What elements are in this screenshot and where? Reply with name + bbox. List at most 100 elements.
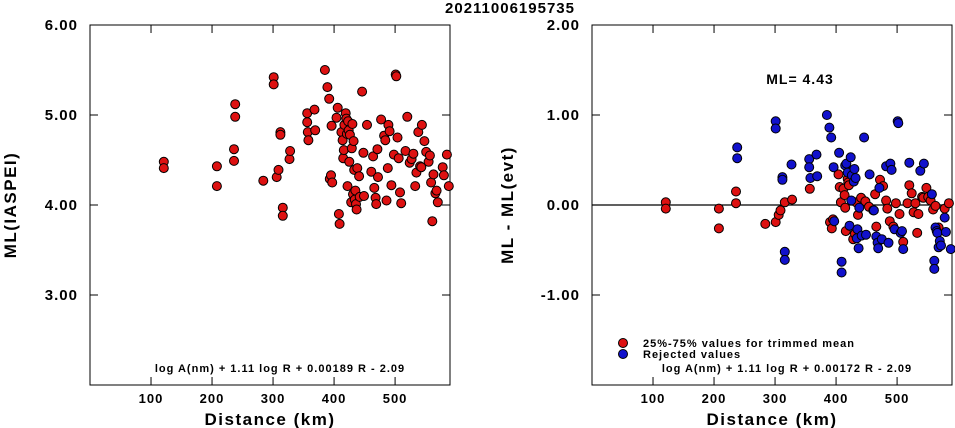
right-data-point bbox=[881, 195, 892, 206]
left-data-point bbox=[277, 210, 288, 221]
left-data-point bbox=[428, 169, 439, 180]
right-rejected-data-point bbox=[861, 229, 871, 240]
right-rejected-data-point bbox=[904, 157, 915, 168]
left-data-point bbox=[324, 93, 335, 104]
right-rejected-data-point bbox=[845, 152, 856, 163]
left-data-point bbox=[419, 136, 430, 147]
right-y-tick-label: 1.00 bbox=[547, 107, 580, 124]
left-data-point bbox=[332, 102, 343, 113]
right-rejected-data-point bbox=[804, 162, 815, 173]
right-rejected-data-point bbox=[926, 189, 937, 200]
right-data-point bbox=[731, 186, 741, 197]
right-data-point bbox=[731, 198, 741, 209]
right-data-point bbox=[913, 209, 924, 219]
left-x-tick-label: 300 bbox=[261, 391, 286, 406]
left-data-point bbox=[431, 185, 442, 196]
right-rejected-data-point bbox=[932, 227, 943, 238]
right-data-points bbox=[660, 110, 955, 278]
right-x-tick-label: 100 bbox=[641, 391, 666, 406]
left-data-point bbox=[347, 119, 358, 129]
right-rejected-data-point bbox=[732, 142, 743, 153]
right-rejected-data-point bbox=[836, 256, 847, 267]
left-data-point bbox=[368, 151, 379, 162]
right-rejected-data-point bbox=[834, 147, 845, 158]
left-data-point bbox=[229, 144, 239, 155]
left-data-point bbox=[275, 129, 286, 140]
left-data-point bbox=[354, 171, 365, 182]
left-y-tick-label: 3.00 bbox=[45, 287, 78, 304]
legend-marker-rejected bbox=[618, 349, 628, 359]
left-y-tick-label: 5.00 bbox=[45, 107, 78, 124]
right-data-point bbox=[775, 205, 786, 216]
left-data-point bbox=[408, 148, 419, 159]
left-data-point bbox=[319, 65, 330, 75]
left-data-point bbox=[334, 218, 345, 229]
left-data-point bbox=[230, 111, 241, 122]
right-data-point bbox=[804, 183, 815, 194]
right-rejected-data-point bbox=[939, 212, 950, 223]
right-rejected-data-point bbox=[829, 216, 840, 227]
left-data-point bbox=[333, 209, 344, 219]
right-chart: Distance (km) ML - ML(evt) ML= 4.43 25%-… bbox=[498, 17, 955, 428]
left-data-point bbox=[424, 150, 435, 161]
left-data-point bbox=[362, 119, 372, 130]
left-data-point bbox=[258, 175, 269, 186]
right-y-axis-label: ML - ML(evt) bbox=[498, 146, 517, 264]
left-data-point bbox=[437, 162, 448, 173]
right-rejected-data-point bbox=[777, 174, 788, 185]
left-data-point bbox=[366, 166, 377, 177]
right-data-point bbox=[871, 221, 882, 232]
right-data-point bbox=[660, 203, 671, 214]
right-rejected-data-point bbox=[846, 195, 857, 206]
ml-value-annotation: ML= 4.43 bbox=[766, 71, 834, 87]
right-rejected-data-point bbox=[945, 244, 955, 255]
right-rejected-data-point bbox=[897, 226, 907, 237]
legend-label-rejected: Rejected values bbox=[643, 349, 741, 361]
left-data-point bbox=[211, 161, 222, 172]
right-x-tick-label: 500 bbox=[885, 391, 910, 406]
right-y-tick-label: -1.00 bbox=[541, 287, 580, 304]
left-data-point bbox=[393, 153, 404, 164]
right-data-point bbox=[904, 180, 915, 191]
right-data-point bbox=[943, 198, 954, 209]
right-rejected-data-point bbox=[850, 173, 861, 183]
left-data-point bbox=[229, 155, 239, 166]
left-data-point bbox=[273, 164, 284, 175]
left-data-point bbox=[396, 198, 407, 209]
left-data-point bbox=[392, 132, 403, 143]
right-axis-ticks: 100 200 300 400 500 -1.00 0.00 1.00 2.00 bbox=[541, 17, 952, 406]
left-y-axis-label: ML(IASPEI) bbox=[1, 152, 20, 259]
left-data-point bbox=[391, 71, 402, 82]
left-data-point bbox=[427, 216, 438, 227]
left-data-point bbox=[395, 187, 405, 198]
right-rejected-data-point bbox=[893, 118, 904, 129]
left-data-point bbox=[402, 111, 413, 122]
left-data-point bbox=[358, 147, 369, 158]
right-rejected-data-point bbox=[770, 123, 781, 134]
left-data-point bbox=[268, 79, 279, 90]
left-data-point bbox=[372, 144, 383, 155]
right-rejected-data-point bbox=[859, 132, 870, 143]
left-data-point bbox=[426, 177, 437, 188]
left-data-point bbox=[322, 82, 333, 93]
left-data-point bbox=[373, 172, 383, 183]
left-x-tick-label: 400 bbox=[322, 391, 347, 406]
right-rejected-data-point bbox=[828, 162, 839, 173]
right-rejected-data-point bbox=[732, 153, 743, 164]
right-x-tick-label: 200 bbox=[702, 391, 727, 406]
left-data-points bbox=[158, 65, 454, 229]
left-data-point bbox=[303, 135, 314, 146]
left-x-axis-label: Distance (km) bbox=[205, 410, 336, 428]
left-data-point bbox=[443, 181, 454, 192]
right-y-tick-label: 0.00 bbox=[547, 197, 580, 214]
left-chart: Distance (km) ML(IASPEI) log A(nm) + 1.1… bbox=[1, 17, 454, 428]
left-data-point bbox=[380, 135, 391, 146]
right-data-point bbox=[760, 218, 771, 229]
right-rejected-data-point bbox=[849, 164, 860, 174]
left-data-point bbox=[371, 199, 382, 210]
right-data-point bbox=[906, 188, 917, 199]
right-rejected-data-point bbox=[864, 169, 875, 180]
figure-title: 20211006195735 bbox=[445, 0, 575, 17]
left-data-point bbox=[285, 146, 296, 156]
